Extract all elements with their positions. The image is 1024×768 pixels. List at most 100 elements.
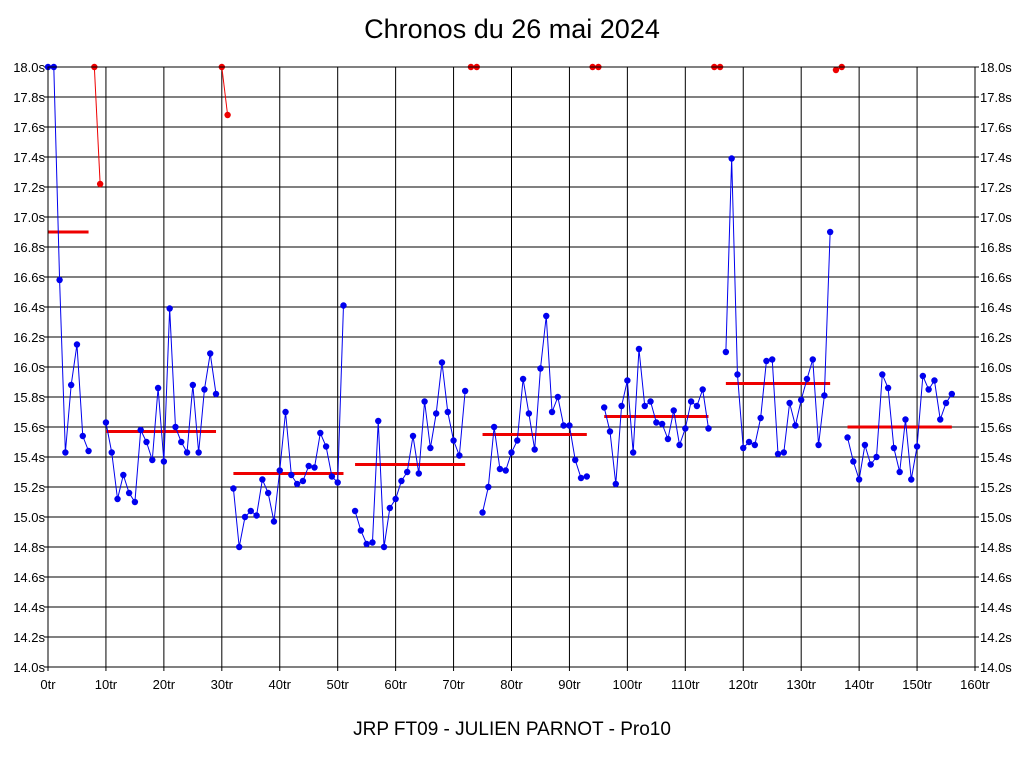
lap-point: [502, 467, 509, 474]
lap-line: [725, 158, 831, 455]
lap-point: [844, 434, 851, 441]
x-tick-label: 40tr: [269, 677, 292, 692]
lap-point: [195, 449, 202, 456]
lap-point: [682, 425, 689, 432]
lap-point: [508, 449, 515, 456]
lap-point: [212, 390, 220, 398]
y-tick-label-left: 14.0s: [13, 660, 45, 675]
lap-point: [572, 456, 579, 464]
lap-point: [850, 458, 857, 465]
lap-point: [705, 425, 712, 432]
lap-point: [479, 509, 486, 516]
lap-point: [357, 527, 365, 534]
y-tick-label-right: 17.6s: [980, 120, 1012, 135]
lap-line: [482, 315, 587, 513]
lap-point: [496, 465, 504, 473]
y-tick-label-right: 17.2s: [980, 180, 1012, 195]
x-tick-label: 50tr: [326, 677, 349, 692]
x-tick-label: 140tr: [844, 677, 874, 692]
pit-point: [832, 66, 840, 74]
y-axis-left-ticks: 14.0s 14.2s 14.4s 14.6s 14.8s 15.0s 15.2s 15.4s…: [13, 60, 45, 675]
y-tick-label-left: 16.2s: [13, 330, 45, 345]
pit-line: [221, 66, 229, 116]
y-tick-label-left: 14.6s: [13, 570, 45, 585]
lap-point: [404, 468, 411, 476]
x-tick-label: 150tr: [902, 677, 932, 692]
lap-point: [554, 393, 562, 401]
y-tick-label-left: 18.0s: [13, 60, 45, 75]
lap-point: [102, 419, 110, 426]
y-tick-label-right: 16.8s: [980, 240, 1012, 255]
lap-point: [606, 428, 614, 435]
lap-point: [456, 452, 463, 459]
y-tick-label-right: 15.8s: [980, 390, 1012, 405]
pit-point: [96, 180, 104, 188]
lap-point: [641, 402, 648, 410]
lap-point: [247, 507, 254, 515]
lap-point: [890, 444, 898, 452]
lap-point: [566, 422, 573, 429]
lap-point: [62, 449, 69, 456]
lap-point: [728, 155, 735, 162]
y-tick-label-left: 17.0s: [13, 210, 45, 225]
lap-point: [160, 458, 168, 465]
y-tick-label-left: 17.6s: [13, 120, 45, 135]
y-tick-label-right: 16.2s: [980, 330, 1012, 345]
y-tick-label-right: 14.8s: [980, 540, 1012, 555]
lap-point: [809, 356, 816, 363]
lap-point: [664, 435, 672, 443]
lap-point: [902, 416, 909, 423]
x-tick-label: 10tr: [95, 677, 118, 692]
lap-point: [120, 471, 127, 479]
lap-point: [369, 539, 376, 546]
lap-point: [919, 372, 927, 380]
lap-point: [108, 449, 115, 456]
lap-point: [375, 417, 382, 425]
pit-line: [93, 66, 101, 185]
lap-point: [745, 438, 753, 446]
pit-laps: [91, 63, 845, 188]
lap-point: [583, 473, 591, 480]
lap-point: [826, 228, 834, 236]
lap-point: [873, 453, 880, 461]
lap-point: [380, 543, 388, 551]
lap-line: [354, 362, 466, 548]
lap-point: [73, 341, 81, 348]
lap-point: [386, 504, 394, 512]
lap-point: [861, 441, 869, 449]
lap-point: [166, 305, 173, 312]
lap-point: [270, 518, 278, 525]
lap-point: [363, 540, 370, 548]
lap-point: [803, 375, 811, 383]
y-tick-label-left: 16.4s: [13, 300, 45, 315]
y-tick-label-right: 14.0s: [980, 660, 1012, 675]
lap-point: [392, 495, 399, 503]
lap-point: [131, 498, 139, 506]
lap-point: [311, 464, 318, 471]
lap-point: [514, 437, 521, 444]
y-tick-label-left: 16.6s: [13, 270, 45, 285]
x-tick-label: 90tr: [558, 677, 581, 692]
lap-point: [276, 467, 283, 474]
lap-point: [149, 456, 156, 464]
lap-point: [230, 485, 237, 492]
lap-point: [896, 468, 903, 476]
lap-line: [48, 66, 90, 453]
lap-point: [792, 422, 799, 429]
lap-point: [879, 371, 886, 378]
lap-point: [432, 410, 440, 417]
lap-point: [537, 365, 544, 372]
lap-point: [253, 512, 260, 519]
grid-layer: [44, 66, 979, 671]
lap-point: [235, 543, 243, 551]
x-tick-label: 130tr: [786, 677, 816, 692]
lap-point: [687, 398, 695, 405]
y-tick-label-left: 17.2s: [13, 180, 45, 195]
lap-point: [913, 443, 921, 450]
lap-point: [398, 477, 405, 485]
stint-averages: [48, 230, 952, 475]
lap-point: [415, 470, 422, 477]
lap-point: [79, 432, 86, 440]
lap-point: [178, 438, 185, 446]
